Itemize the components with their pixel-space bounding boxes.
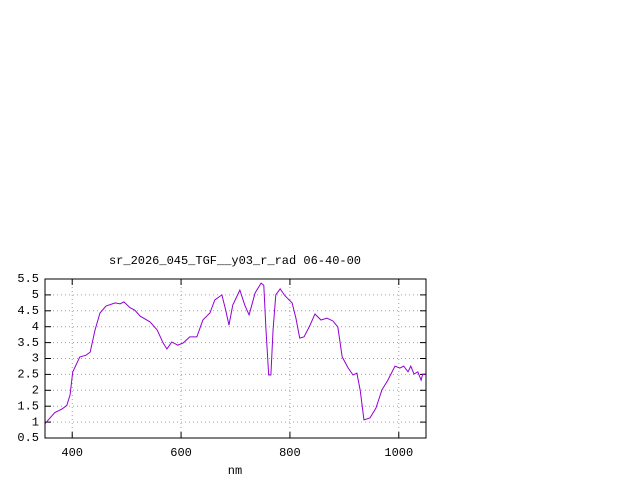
- x-axis-label: nm: [228, 464, 242, 478]
- plot-border: [44, 278, 427, 439]
- y-tick-label: 3.5: [17, 336, 39, 350]
- data-line: [44, 282, 426, 425]
- x-tick-label: 600: [170, 446, 192, 460]
- chart-title: sr_2026_045_TGF__y03_r_rad 06-40-00: [109, 254, 361, 268]
- y-tick-label: 1.5: [17, 399, 39, 413]
- y-tick-label: 2: [32, 383, 39, 397]
- y-tick-label: 5: [32, 288, 39, 302]
- y-tick-label: 2.5: [17, 368, 39, 382]
- y-tick-label: 3: [32, 352, 39, 366]
- x-tick-label: 1000: [384, 446, 413, 460]
- x-tick-label: 800: [279, 446, 301, 460]
- y-tick-label: 0.5: [17, 431, 39, 445]
- y-tick-label: 1: [32, 415, 39, 429]
- y-tick-label: 5.5: [17, 272, 39, 286]
- x-tick-label: 400: [61, 446, 83, 460]
- y-tick-label: 4.5: [17, 304, 39, 318]
- y-tick-label: 4: [32, 320, 39, 334]
